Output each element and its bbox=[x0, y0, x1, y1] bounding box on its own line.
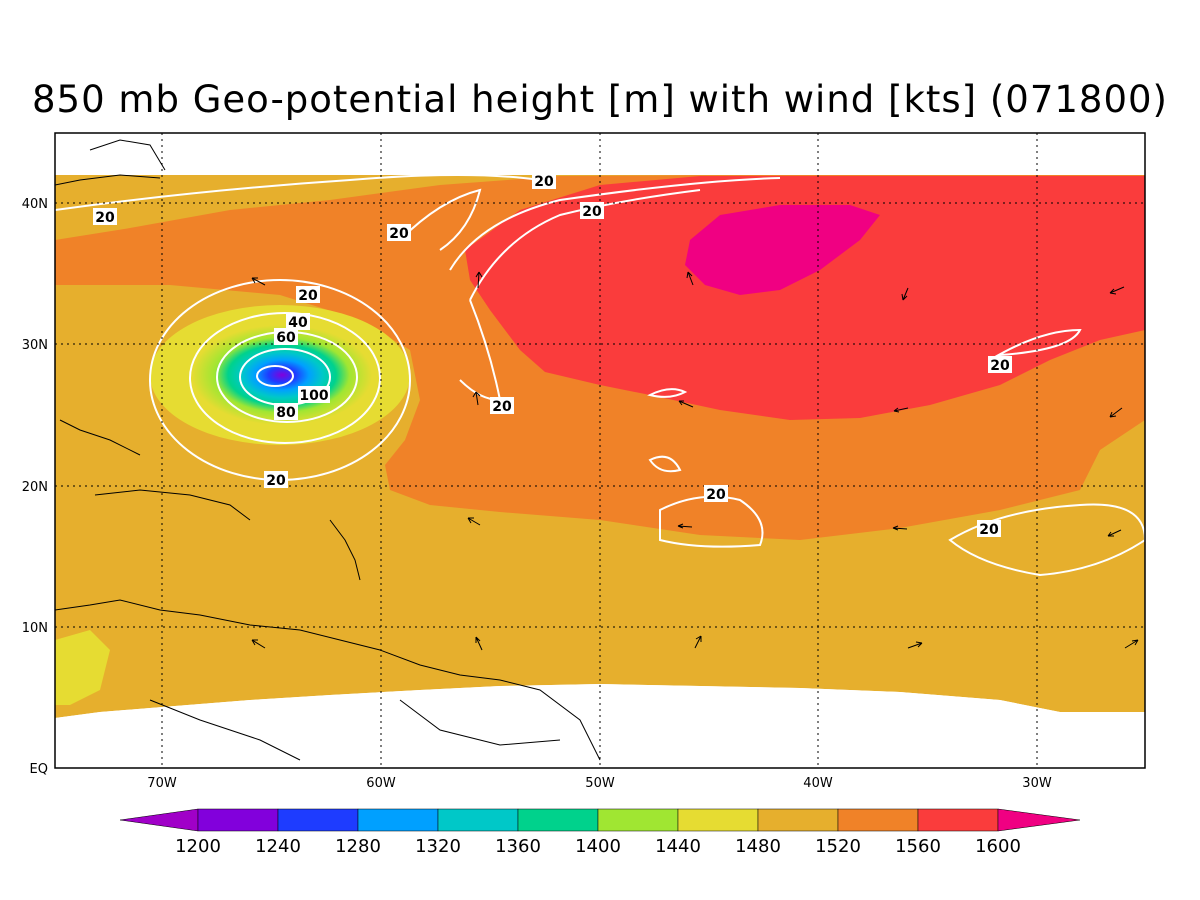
wind-contours bbox=[55, 174, 1145, 577]
lat-label: 20N bbox=[22, 480, 48, 495]
lon-label: 50W bbox=[585, 776, 615, 791]
colorbar-label: 1480 bbox=[735, 836, 781, 857]
colorbar-label: 1280 bbox=[335, 836, 381, 857]
colorbar-label: 1320 bbox=[415, 836, 461, 857]
contour-label: 20 bbox=[298, 288, 318, 304]
colorbar-label: 1440 bbox=[655, 836, 701, 857]
contour-label: 20 bbox=[266, 473, 286, 489]
contour-label: 20 bbox=[95, 210, 115, 226]
colorbar-swatch bbox=[597, 808, 679, 832]
colorbar-label: 1400 bbox=[575, 836, 621, 857]
lon-label: 70W bbox=[147, 776, 177, 791]
colorbar-label: 1600 bbox=[975, 836, 1021, 857]
map-title: 850 mb Geo-potential height [m] with win… bbox=[32, 78, 1168, 121]
lon-label: 60W bbox=[366, 776, 396, 791]
colorbar-swatch bbox=[677, 808, 759, 832]
colorbar-swatch bbox=[437, 808, 519, 832]
lon-label: 30W bbox=[1022, 776, 1052, 791]
colorbar-label: 1560 bbox=[895, 836, 941, 857]
colorbar-label: 1200 bbox=[175, 836, 221, 857]
colorbar-swatch bbox=[917, 808, 999, 832]
coastlines bbox=[55, 139, 601, 761]
field-1600 bbox=[465, 176, 1145, 420]
contour-label: 80 bbox=[276, 405, 296, 421]
contour-label-box: 20 bbox=[532, 172, 556, 190]
lat-label: 30N bbox=[22, 338, 48, 353]
contour-label: 20 bbox=[389, 226, 409, 242]
lat-label: 40N bbox=[22, 197, 48, 212]
contour-label-box: 20 bbox=[387, 224, 411, 242]
field-1480-sw bbox=[55, 630, 110, 705]
contour-label-box: 20 bbox=[988, 356, 1012, 374]
contour-label-box: 40 bbox=[286, 313, 310, 331]
colorbar-label: 1240 bbox=[255, 836, 301, 857]
contour-label-box: 100 bbox=[298, 386, 330, 404]
height-field bbox=[55, 133, 1145, 768]
colorbar-swatch bbox=[277, 808, 359, 832]
contour-label-box: 20 bbox=[264, 471, 288, 489]
colorbar-low-arrow bbox=[119, 808, 199, 832]
contour-label-box: 20 bbox=[580, 202, 604, 220]
contour-labels: 20 20 20 20 20 20 20 20 20 20 40 60 80 1… bbox=[93, 172, 1012, 538]
contour-label-box: 20 bbox=[296, 286, 320, 304]
contour-label-box: 20 bbox=[977, 520, 1001, 538]
lat-label: 10N bbox=[22, 621, 48, 636]
colorbar: 1200 1240 1280 1320 1360 1400 1440 1480 … bbox=[119, 808, 1081, 857]
contour-label: 20 bbox=[979, 522, 999, 538]
contour-label: 20 bbox=[582, 204, 602, 220]
contour-label: 20 bbox=[492, 399, 512, 415]
nodata-region bbox=[55, 684, 1145, 768]
lon-labels: 70W 60W 50W 40W 30W bbox=[147, 776, 1052, 791]
colorbar-swatch bbox=[837, 808, 919, 832]
contour-label-box: 60 bbox=[274, 328, 298, 346]
field-1640 bbox=[685, 205, 880, 295]
contour-label: 60 bbox=[276, 330, 296, 346]
contour-label: 20 bbox=[706, 487, 726, 503]
colorbar-swatch bbox=[517, 808, 599, 832]
colorbar-label: 1360 bbox=[495, 836, 541, 857]
colorbar-swatch bbox=[357, 808, 439, 832]
contour-label: 20 bbox=[990, 358, 1010, 374]
wind-vectors bbox=[251, 271, 1139, 651]
contour-label: 40 bbox=[288, 315, 308, 331]
contour-label: 20 bbox=[534, 174, 554, 190]
lat-label: EQ bbox=[30, 762, 48, 777]
graticule bbox=[55, 133, 1145, 768]
colorbar-swatch bbox=[757, 808, 839, 832]
colorbar-label: 1520 bbox=[815, 836, 861, 857]
lon-label: 40W bbox=[803, 776, 833, 791]
colorbar-swatch bbox=[197, 808, 279, 832]
colorbar-high-arrow bbox=[997, 808, 1081, 832]
contour-label-box: 20 bbox=[704, 485, 728, 503]
contour-label-box: 20 bbox=[93, 208, 117, 226]
contour-label: 100 bbox=[299, 388, 328, 404]
plot-frame bbox=[54, 132, 1146, 769]
contour-label-box: 80 bbox=[274, 403, 298, 421]
lat-labels: 40N 30N 20N 10N EQ bbox=[22, 197, 48, 777]
contour-label-box: 20 bbox=[490, 397, 514, 415]
